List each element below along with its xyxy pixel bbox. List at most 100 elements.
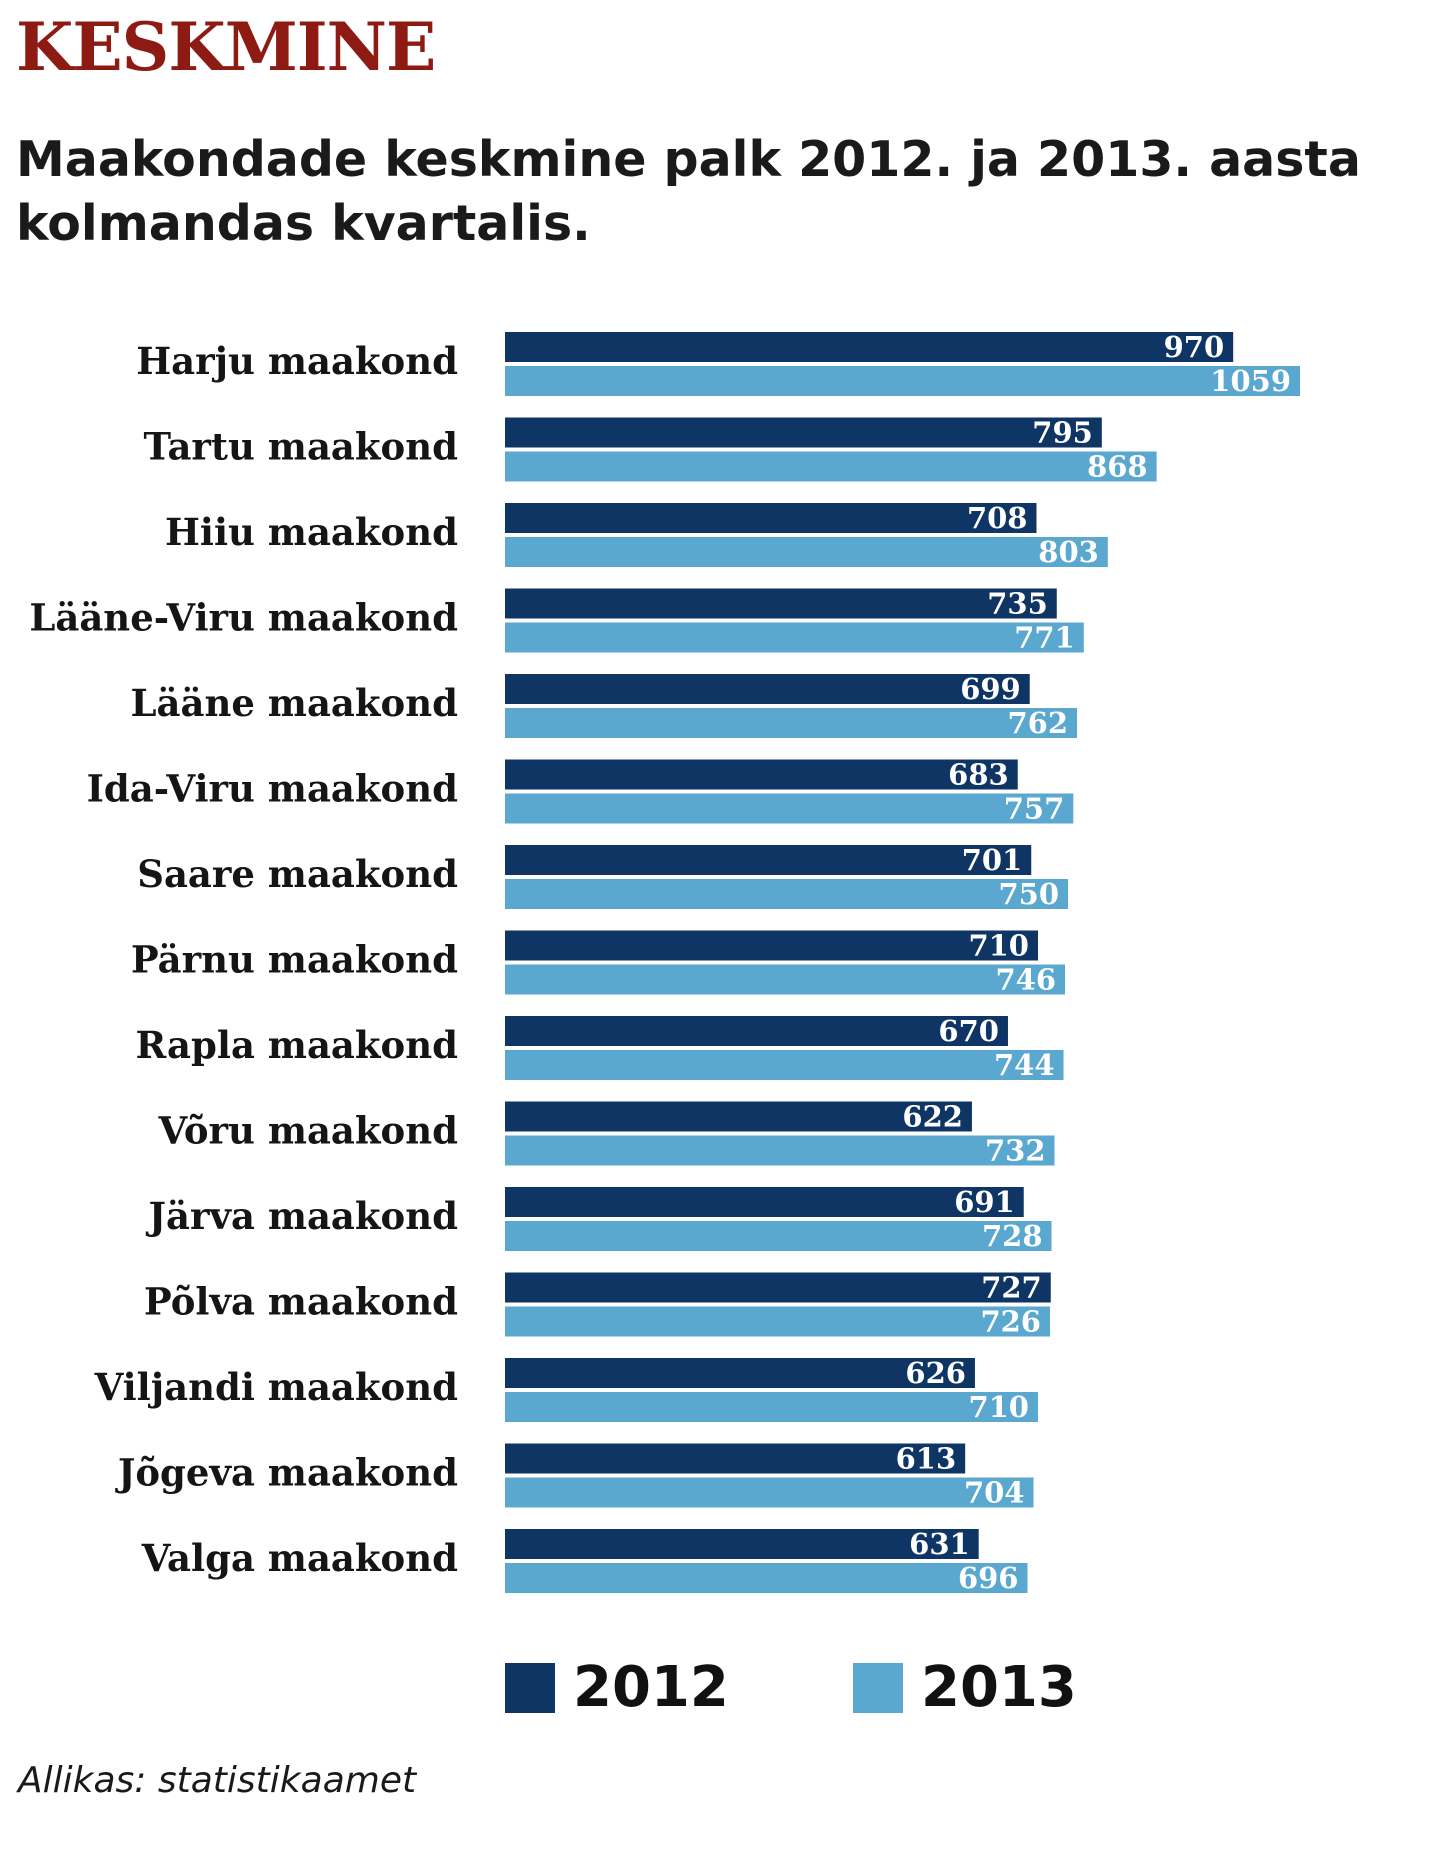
bar-2013 bbox=[505, 366, 1300, 396]
value-label-2012: 683 bbox=[948, 758, 1009, 792]
value-label-2013: 704 bbox=[964, 1476, 1025, 1510]
bar-2012 bbox=[505, 588, 1057, 619]
value-label-2012: 727 bbox=[981, 1271, 1042, 1305]
value-label-2012: 701 bbox=[962, 843, 1023, 877]
value-label-2012: 613 bbox=[896, 1442, 957, 1476]
bar-group: Võru maakond 622 732 bbox=[158, 1100, 1055, 1168]
category-label: Valga maakond bbox=[141, 1536, 458, 1580]
value-label-2013: 726 bbox=[980, 1305, 1041, 1339]
value-label-2013: 803 bbox=[1038, 535, 1099, 569]
legend-item-2012: 2012 bbox=[505, 1655, 729, 1720]
value-label-2012: 699 bbox=[960, 672, 1021, 706]
bar-2012 bbox=[505, 1101, 972, 1132]
value-label-2013: 744 bbox=[994, 1048, 1055, 1082]
category-label: Viljandi maakond bbox=[94, 1365, 458, 1409]
value-label-2013: 696 bbox=[958, 1561, 1019, 1595]
category-label: Ida-Viru maakond bbox=[87, 767, 458, 811]
bar-2013 bbox=[505, 708, 1078, 738]
category-label: Hiiu maakond bbox=[165, 510, 458, 554]
category-label: Rapla maakond bbox=[135, 1023, 458, 1067]
bar-2013 bbox=[505, 1306, 1051, 1337]
legend-label-2013: 2013 bbox=[921, 1655, 1077, 1720]
value-label-2013: 1059 bbox=[1210, 364, 1291, 398]
bar-2013 bbox=[505, 1050, 1064, 1080]
value-label-2012: 631 bbox=[909, 1527, 970, 1561]
bar-2012 bbox=[505, 930, 1039, 961]
bar-2012 bbox=[505, 1529, 979, 1559]
value-label-2012: 710 bbox=[968, 929, 1029, 963]
bar-2013 bbox=[505, 622, 1084, 653]
bar-2012 bbox=[505, 1443, 966, 1474]
category-label: Saare maakond bbox=[137, 852, 458, 896]
legend-swatch-2012 bbox=[505, 1662, 555, 1713]
category-label: Põlva maakond bbox=[144, 1280, 458, 1324]
bar-2012 bbox=[505, 1272, 1051, 1303]
section-kicker: KESKMINE bbox=[16, 8, 436, 86]
bar-2012 bbox=[505, 503, 1037, 533]
value-label-2012: 622 bbox=[902, 1100, 963, 1134]
bar-2013 bbox=[505, 1221, 1052, 1251]
value-label-2013: 868 bbox=[1087, 450, 1148, 484]
bar-2013 bbox=[505, 1135, 1055, 1166]
value-label-2013: 771 bbox=[1014, 621, 1075, 655]
category-label: Jõgeva maakond bbox=[115, 1451, 458, 1495]
chart-title: Maakondade keskmine palk 2012. ja 2013. … bbox=[16, 131, 1361, 252]
value-label-2012: 708 bbox=[967, 501, 1028, 535]
bar-group: Hiiu maakond 708 803 bbox=[165, 501, 1108, 569]
value-label-2012: 795 bbox=[1032, 416, 1093, 450]
legend-swatch-2013 bbox=[853, 1662, 903, 1713]
source-note: Allikas: statistikaamet bbox=[18, 1760, 417, 1801]
category-label: Järva maakond bbox=[145, 1194, 458, 1238]
bar-2012 bbox=[505, 332, 1234, 362]
legend-label-2012: 2012 bbox=[573, 1655, 729, 1720]
bar-2012 bbox=[505, 417, 1102, 448]
bar-2013 bbox=[505, 451, 1157, 482]
value-label-2013: 762 bbox=[1007, 706, 1068, 740]
bar-2012 bbox=[505, 1016, 1008, 1046]
bar-2013 bbox=[505, 964, 1066, 995]
value-label-2013: 728 bbox=[982, 1219, 1043, 1253]
category-label: Võru maakond bbox=[158, 1109, 458, 1153]
legend-item-2013: 2013 bbox=[853, 1655, 1077, 1720]
bar-2013 bbox=[505, 1477, 1034, 1508]
bar-2012 bbox=[505, 1358, 975, 1388]
value-label-2012: 735 bbox=[987, 587, 1048, 621]
bar-2012 bbox=[505, 759, 1018, 790]
value-label-2013: 757 bbox=[1004, 792, 1065, 826]
bar-2013 bbox=[505, 1563, 1028, 1593]
value-label-2013: 750 bbox=[998, 877, 1059, 911]
value-label-2012: 691 bbox=[954, 1185, 1015, 1219]
bar-2012 bbox=[505, 674, 1030, 704]
bar-2013 bbox=[505, 1392, 1039, 1422]
bar-2012 bbox=[505, 845, 1032, 875]
category-label: Lääne-Viru maakond bbox=[29, 596, 458, 640]
category-label: Lääne maakond bbox=[131, 681, 458, 725]
value-label-2013: 732 bbox=[985, 1134, 1046, 1168]
value-label-2013: 710 bbox=[968, 1390, 1029, 1424]
category-label: Pärnu maakond bbox=[131, 938, 458, 982]
bar-2013 bbox=[505, 879, 1069, 909]
category-label: Harju maakond bbox=[136, 339, 458, 383]
value-label-2012: 970 bbox=[1164, 330, 1225, 364]
value-label-2012: 626 bbox=[905, 1356, 966, 1390]
category-label: Tartu maakond bbox=[143, 425, 458, 469]
value-label-2013: 746 bbox=[995, 963, 1056, 997]
bar-2013 bbox=[505, 793, 1074, 824]
bar-2012 bbox=[505, 1187, 1024, 1217]
bar-2013 bbox=[505, 537, 1108, 567]
value-label-2012: 670 bbox=[938, 1014, 999, 1048]
